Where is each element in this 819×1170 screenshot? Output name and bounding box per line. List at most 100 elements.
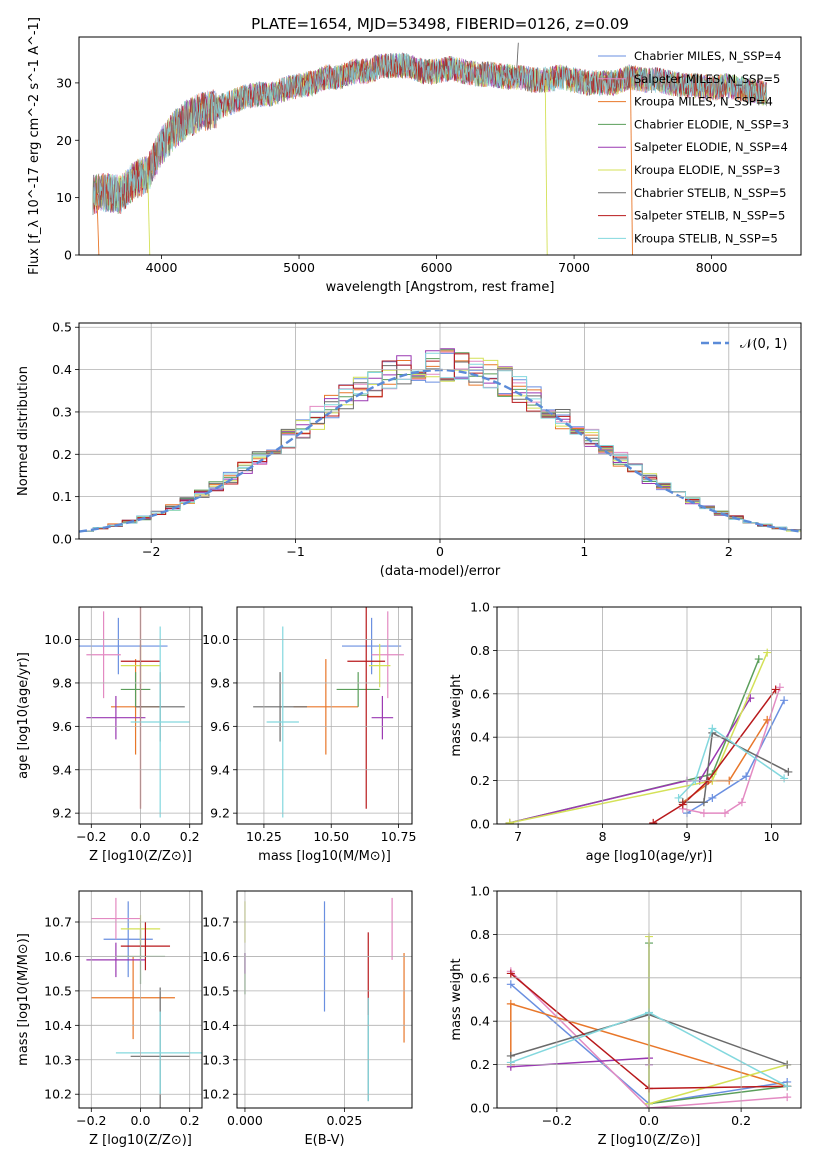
legend-label: 𝒩(0, 1): [740, 337, 787, 352]
series-marker: [708, 793, 717, 802]
x-axis-label: (data-model)/error: [380, 564, 501, 579]
axes-frame: [236, 890, 413, 1109]
panel-mass-weight-vs-age: 7 8 9 10 0.0 0.2 0.4 0.6 0.8 1.0 age [log10(age/yr…: [449, 600, 802, 864]
series-marker: [763, 715, 772, 724]
x-tick-label: 8: [599, 829, 607, 844]
x-axis-label: E(B-V): [304, 1133, 344, 1148]
x-tick-label: 7: [514, 829, 522, 844]
x-tick-label: 0.000: [227, 1113, 263, 1128]
x-tick-label: 2: [725, 544, 733, 559]
axes-frame: [236, 606, 413, 825]
y-tick-label: 10: [56, 190, 72, 205]
axes-frame: [78, 36, 802, 256]
y-tick-label: 1.0: [470, 600, 490, 615]
series-marker: [721, 809, 729, 818]
y-tick-label: 9.8: [52, 675, 72, 690]
x-tick-label: 0.2: [180, 829, 200, 844]
y-tick-label: 0.6: [470, 686, 490, 701]
panel-mass-vs-EBV: 0.000 0.025 10.2 10.3 10.4 10.5 10.6 10.7 E(B-V): [202, 890, 413, 1148]
legend-label: Kroupa STELIB, N_SSP=5: [634, 231, 778, 245]
x-tick-label: 10.50: [313, 829, 349, 844]
legend-label: Salpeter ELODIE, N_SSP=4: [634, 140, 788, 154]
x-tick-label: 0: [436, 544, 444, 559]
plot-area-spectrum: [92, 42, 767, 255]
legend-label: Kroupa ELODIE, N_SSP=3: [634, 163, 780, 177]
series-marker: [649, 818, 658, 824]
y-axis-label: mass [log10(M/M⊙)]: [16, 933, 31, 1066]
series-marker: [783, 1082, 792, 1091]
y-tick-label: 10.7: [202, 915, 230, 930]
axes-frame: [78, 322, 802, 540]
axes-frame: [496, 890, 802, 1109]
x-tick-label: 0.025: [326, 1113, 362, 1128]
x-tick-label: −0.2: [542, 1113, 572, 1128]
y-tick-label: 0.1: [52, 489, 72, 504]
spectrum-line: [92, 52, 767, 215]
spectrum-spike: [147, 174, 151, 255]
x-tick-label: 10.75: [381, 829, 417, 844]
y-tick-label: 9.6: [210, 719, 230, 734]
x-axis-label: age [log10(age/yr)]: [586, 849, 713, 864]
panel-residual-histogram: −2 −1 0 1 2 0.0 0.1 0.2 0.3 0.4 0.5 (data-model)/er…: [16, 320, 802, 579]
y-tick-label: 0.4: [470, 1014, 490, 1029]
y-tick-label: 10.6: [44, 949, 72, 964]
plot-area-mass-weight-vs-age: [505, 648, 793, 824]
legend-label: Chabrier STELIB, N_SSP=5: [634, 186, 786, 200]
x-axis-label: wavelength [Angstrom, rest frame]: [326, 280, 555, 295]
y-tick-label: 0.8: [470, 643, 490, 658]
panel-mass-vs-Z: −0.2 0.0 0.2 10.2 10.3 10.4 10.5 10.6 10.7 Z [log…: [16, 890, 203, 1148]
x-tick-label: 10: [763, 829, 779, 844]
series-marker: [742, 772, 751, 781]
panel-age-vs-mass: 10.25 10.50 10.75 9.2 9.4 9.6 9.8 10.0 mass [log…: [202, 606, 417, 864]
y-tick-label: 9.6: [52, 719, 72, 734]
x-axis-label: Z [log10(Z/Z⊙)]: [89, 849, 192, 864]
x-tick-label: −1: [286, 544, 304, 559]
x-tick-label: 4000: [146, 260, 178, 275]
series-marker: [699, 809, 708, 818]
y-tick-label: 9.4: [52, 762, 72, 777]
series-marker: [506, 980, 515, 989]
x-axis-label: Z [log10(Z/Z⊙)]: [89, 1133, 192, 1148]
panel-age-vs-Z: −0.2 0.0 0.2 9.2 9.4 9.6 9.8 10.0 Z [log10(Z/Z⊙)…: [16, 606, 203, 864]
series-line: [509, 658, 760, 824]
series-marker: [506, 999, 515, 1008]
series-line: [686, 699, 785, 814]
panel-spectrum: 4000 5000 6000 7000 8000 0 10 20 30 wavelength [A…: [27, 17, 802, 295]
series-marker: [678, 800, 687, 809]
series-marker: [506, 1058, 515, 1067]
y-tick-label: 10.5: [202, 983, 230, 998]
y-tick-label: 0.6: [470, 970, 490, 985]
x-tick-label: −0.2: [76, 829, 106, 844]
x-tick-label: 0.2: [180, 1113, 200, 1128]
series-marker: [780, 696, 789, 705]
y-tick-label: 9.8: [210, 675, 230, 690]
y-tick-label: 0.2: [52, 447, 72, 462]
y-tick-label: 0.2: [470, 1057, 490, 1072]
legend-label: Chabrier ELODIE, N_SSP=3: [634, 117, 789, 131]
y-tick-label: 0.8: [470, 927, 490, 942]
y-tick-label: 0.0: [470, 817, 490, 832]
y-tick-label: 0: [64, 248, 72, 263]
series-line: [678, 727, 785, 799]
x-tick-label: 7000: [558, 260, 590, 275]
x-tick-label: 0.0: [131, 829, 151, 844]
panel-mass-weight-vs-Z: −0.2 0.0 0.2 0.0 0.2 0.4 0.6 0.8 1.0 Z [log10(Z/Z…: [449, 884, 802, 1148]
y-tick-label: 10.4: [44, 1018, 72, 1033]
legend-label: Chabrier MILES, N_SSP=4: [634, 49, 781, 63]
plot-area-age-vs-Z: [79, 607, 190, 818]
spectrum-spike: [96, 193, 100, 255]
series-marker: [505, 818, 514, 824]
series-marker: [506, 969, 515, 978]
x-tick-label: 8000: [696, 260, 728, 275]
series-marker: [674, 793, 683, 802]
x-tick-label: 9: [683, 829, 691, 844]
y-tick-label: 10.3: [202, 1052, 230, 1067]
y-axis-label: age [log10(age/yr)]: [16, 652, 31, 779]
series-line: [509, 697, 751, 824]
y-tick-label: 1.0: [470, 884, 490, 899]
x-tick-label: 5000: [283, 260, 315, 275]
x-tick-label: 1: [580, 544, 588, 559]
y-tick-label: 10.4: [202, 1018, 230, 1033]
y-tick-label: 10.3: [44, 1052, 72, 1067]
